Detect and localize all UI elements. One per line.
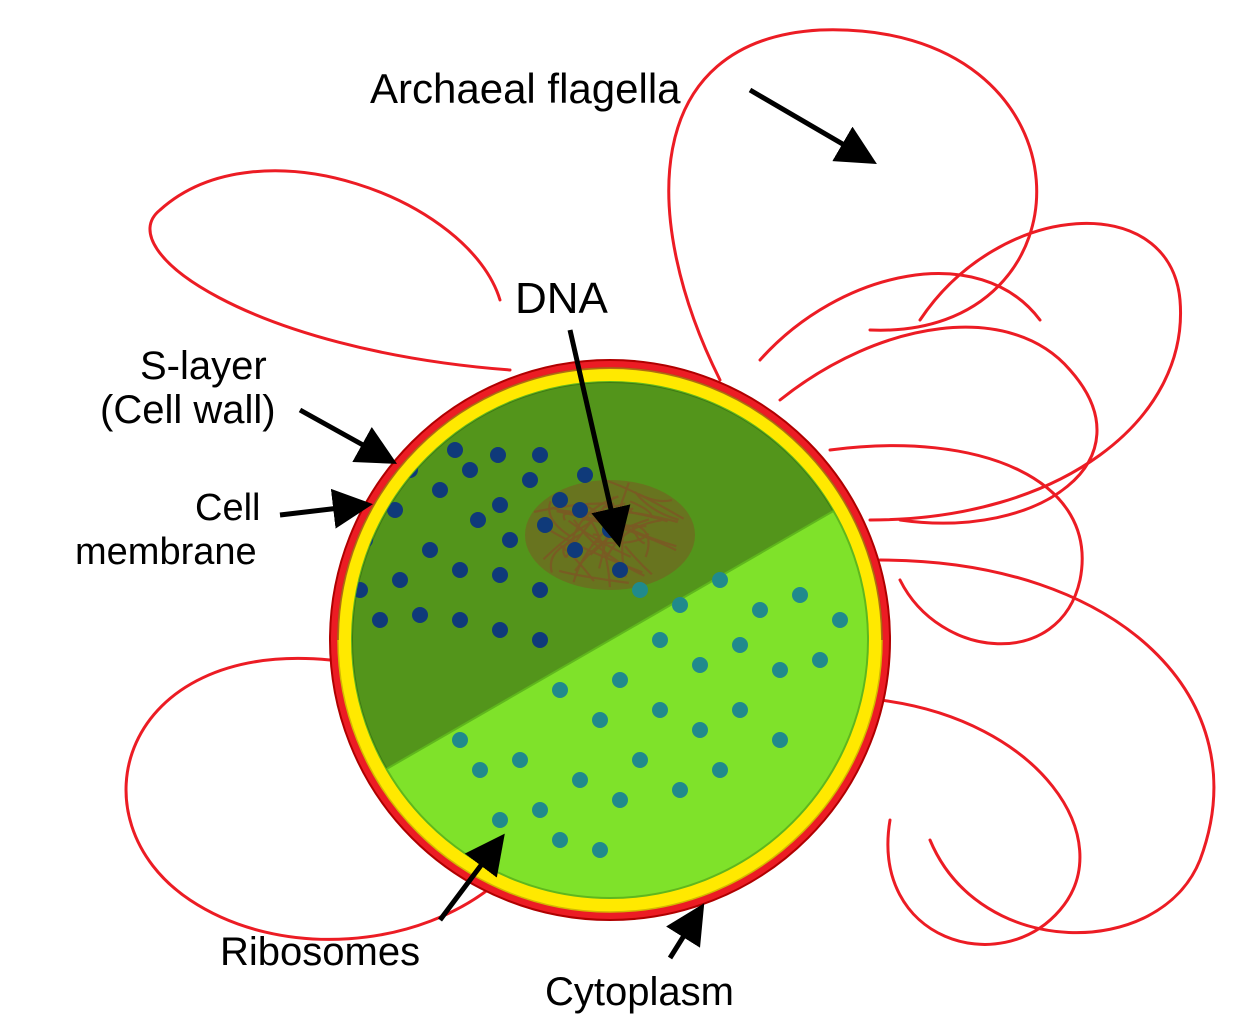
ribosome-back-18	[532, 632, 548, 648]
arrow-cytoplasm	[670, 910, 700, 958]
ribosome-front-5	[832, 612, 848, 628]
ribosome-front-19	[572, 772, 588, 788]
ribosome-back-3	[522, 472, 538, 488]
ribosome-front-29	[592, 842, 608, 858]
ribosome-front-1	[672, 597, 688, 613]
ribosome-back-23	[490, 447, 506, 463]
ribosome-front-9	[772, 662, 788, 678]
ribosome-back-2	[492, 497, 508, 513]
label-dna: DNA	[515, 275, 608, 323]
flagellum-8	[760, 274, 1040, 360]
ribosome-back-24	[532, 447, 548, 463]
ribosome-back-4	[552, 492, 568, 508]
ribosome-back-22	[447, 442, 463, 458]
ribosome-front-12	[652, 702, 668, 718]
ribosome-back-16	[452, 612, 468, 628]
ribosome-back-14	[392, 572, 408, 588]
ribosome-front-24	[452, 732, 468, 748]
ribosome-front-17	[592, 712, 608, 728]
arrow-membrane	[280, 505, 365, 515]
label-slayer2: (Cell wall)	[100, 388, 276, 432]
ribosome-back-29	[612, 562, 628, 578]
ribosome-front-15	[772, 732, 788, 748]
ribosome-back-17	[492, 622, 508, 638]
ribosome-front-16	[552, 682, 568, 698]
ribosome-back-27	[372, 612, 388, 628]
cell-body	[0, 0, 1252, 1024]
ribosome-front-21	[532, 802, 548, 818]
flagellum-0	[150, 171, 510, 370]
archaeon-cell-diagram	[0, 0, 1252, 1024]
ribosome-front-7	[692, 657, 708, 673]
ribosome-front-23	[472, 762, 488, 778]
ribosome-back-11	[452, 562, 468, 578]
ribosome-front-2	[712, 572, 728, 588]
label-membrane2: membrane	[75, 532, 257, 574]
ribosome-front-26	[672, 782, 688, 798]
ribosome-back-25	[572, 502, 588, 518]
ribosome-front-18	[632, 752, 648, 768]
ribosome-front-4	[792, 587, 808, 603]
ribosome-front-27	[712, 762, 728, 778]
ribosome-front-22	[492, 812, 508, 828]
ribosome-front-6	[652, 632, 668, 648]
ribosome-front-13	[692, 722, 708, 738]
label-membrane1: Cell	[195, 488, 260, 530]
ribosome-back-0	[432, 482, 448, 498]
label-ribosomes: Ribosomes	[220, 930, 420, 974]
ribosome-front-28	[552, 832, 568, 848]
ribosome-back-12	[492, 567, 508, 583]
ribosome-back-13	[532, 582, 548, 598]
ribosome-back-1	[462, 462, 478, 478]
ribosome-front-0	[632, 582, 648, 598]
ribosome-front-20	[512, 752, 528, 768]
ribosome-back-7	[502, 532, 518, 548]
ribosome-front-25	[612, 792, 628, 808]
ribosome-back-9	[567, 542, 583, 558]
ribosome-front-3	[752, 602, 768, 618]
ribosome-back-6	[470, 512, 486, 528]
ribosome-back-10	[422, 542, 438, 558]
flagellum-2	[870, 223, 1181, 520]
ribosome-front-11	[612, 672, 628, 688]
ribosome-back-15	[412, 607, 428, 623]
arrow-flagella	[750, 90, 870, 160]
label-cytoplasm: Cytoplasm	[545, 970, 734, 1014]
ribosome-front-14	[732, 702, 748, 718]
ribosome-front-10	[812, 652, 828, 668]
flagellum-4	[880, 700, 1080, 944]
ribosome-front-8	[732, 637, 748, 653]
label-flagella: Archaeal flagella	[370, 66, 681, 112]
arrow-slayer	[300, 410, 390, 460]
ribosome-back-5	[577, 467, 593, 483]
label-slayer1: S-layer	[140, 344, 267, 388]
ribosome-back-8	[537, 517, 553, 533]
